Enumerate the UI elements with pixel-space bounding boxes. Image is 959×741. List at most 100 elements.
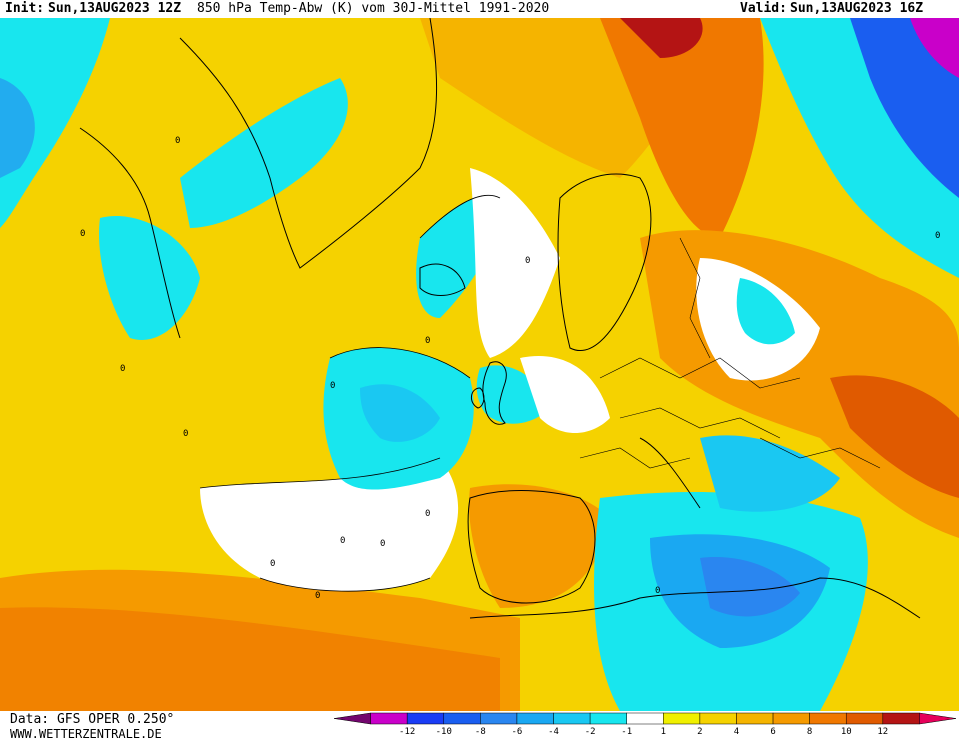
contour-label: 0 [340, 536, 345, 546]
warm-area-iberia [469, 484, 610, 608]
cold-area-atlantic-core [360, 384, 440, 442]
map-svg: 0 0 0 0 0 0 0 0 0 0 0 0 0 0 [0, 18, 959, 711]
border-line-1 [599, 357, 801, 389]
contour-label: 0 [425, 336, 430, 346]
borders [579, 237, 881, 469]
coastline-iberia [467, 490, 596, 604]
legend-ticks: -12 -10 -8 -6 -4 -2 -1 1 2 4 6 8 10 12 [399, 727, 888, 737]
contour-label: 0 [525, 256, 530, 266]
legend-swatch [626, 712, 664, 725]
legend-swatch [443, 712, 481, 725]
parameter-title: 850 hPa Temp-Abw (K) vom 30J-Mittel 1991… [197, 1, 550, 16]
contour-label: 0 [315, 591, 320, 601]
warm-area-black-sea [830, 375, 959, 498]
contour-4 [419, 195, 501, 239]
contour-label: 0 [380, 539, 385, 549]
legend-swatch [480, 712, 518, 725]
cold-area-north-africa-deep [700, 557, 800, 617]
coastline-great-britain [482, 361, 507, 425]
legend-swatch [516, 712, 554, 725]
legend-tick-label: 2 [697, 727, 702, 737]
border-line-5 [759, 437, 881, 469]
legend-tick-label: -2 [585, 727, 596, 737]
contour-1 [199, 457, 441, 489]
border-line-3 [579, 447, 691, 469]
cold-area-northwest-core [0, 78, 35, 178]
legend-tick-label: 10 [841, 727, 852, 737]
legend-tick-label: 8 [807, 727, 812, 737]
legend-swatch [845, 712, 884, 725]
valid-time: Sun,13AUG2023 16Z [790, 1, 924, 16]
legend-swatch [406, 712, 445, 725]
color-legend: -12 -10 -8 -6 -4 -2 -1 1 2 4 6 8 10 12 [333, 712, 957, 737]
coastline-iceland [419, 263, 466, 296]
legend-tick-label: 1 [661, 727, 666, 737]
contour-label: 0 [270, 559, 275, 569]
data-source: Data: GFS OPER 0.250° [10, 712, 175, 727]
coastline-canada [79, 127, 181, 339]
legend-tick-label: 4 [734, 727, 739, 737]
coastline-north-africa [469, 577, 921, 619]
chart-header: Init: Sun,13AUG2023 12Z 850 hPa Temp-Abw… [0, 0, 959, 18]
coastline-scandinavia [557, 173, 652, 351]
init-time: Sun,13AUG2023 12Z [48, 1, 182, 16]
contour-2 [259, 577, 431, 592]
cold-area-greenland [180, 78, 348, 228]
warm-area-south-atlantic-core [0, 607, 500, 711]
cold-area-northeast-extreme [910, 18, 959, 78]
legend-tick-label: 12 [877, 727, 888, 737]
legend-tick-label: 6 [770, 727, 775, 737]
legend-swatch [809, 712, 847, 725]
neutral-area-mid-atlantic [200, 458, 459, 592]
legend-swatch [553, 712, 591, 725]
legend-swatch [919, 712, 957, 725]
contour-label: 0 [120, 364, 125, 374]
legend-swatch [663, 712, 701, 725]
legend-tick-label: -8 [475, 727, 486, 737]
coastline-italy [639, 437, 701, 509]
cold-area-northwest [0, 18, 110, 228]
coastline-greenland [179, 18, 438, 269]
legend-tick-label: -4 [548, 727, 559, 737]
contour-3 [329, 347, 471, 379]
legend-swatch [882, 712, 920, 725]
contour-label: 0 [183, 429, 188, 439]
legend-swatch [699, 712, 737, 725]
neutral-area-norwegian-sea [470, 168, 560, 358]
legend-swatch [589, 712, 627, 725]
contour-label: 0 [80, 229, 85, 239]
contour-label: 0 [935, 231, 940, 241]
legend-swatch [370, 712, 408, 725]
cold-area-northeast-core [850, 18, 959, 198]
zero-contours [199, 195, 501, 592]
legend-swatch [333, 712, 371, 725]
contour-labels: 0 0 0 0 0 0 0 0 0 0 0 0 0 0 [80, 136, 940, 601]
chart-footer: Data: GFS OPER 0.250° WWW.WETTERZENTRALE… [0, 711, 959, 741]
neutral-area-north-sea [520, 356, 610, 433]
legend-swatch [772, 712, 810, 725]
coastline-ireland [471, 387, 485, 409]
legend-tick-label: -10 [436, 727, 452, 737]
contour-label: 0 [425, 509, 430, 519]
contour-label: 0 [175, 136, 180, 146]
legend-swatches [333, 712, 957, 725]
border-line-4 [679, 237, 711, 359]
legend-tick-label: -1 [621, 727, 632, 737]
legend-tick-label: -12 [399, 727, 415, 737]
border-line-2 [619, 407, 781, 439]
contour-label: 0 [330, 381, 335, 391]
anomaly-map: 0 0 0 0 0 0 0 0 0 0 0 0 0 0 [0, 18, 959, 711]
cold-area-russia [736, 278, 795, 345]
coastlines [79, 18, 921, 619]
legend-tick-label: -6 [512, 727, 523, 737]
init-label: Init: [5, 1, 45, 16]
contour-label: 0 [655, 586, 660, 596]
warm-area-barents-core [620, 18, 703, 58]
cold-area-balkans [700, 435, 840, 512]
cold-area-labrador [99, 216, 200, 340]
legend-swatch [736, 712, 774, 725]
website-credit: WWW.WETTERZENTRALE.DE [10, 727, 162, 741]
warm-area-barents [600, 18, 764, 238]
valid-label: Valid: [740, 1, 787, 16]
